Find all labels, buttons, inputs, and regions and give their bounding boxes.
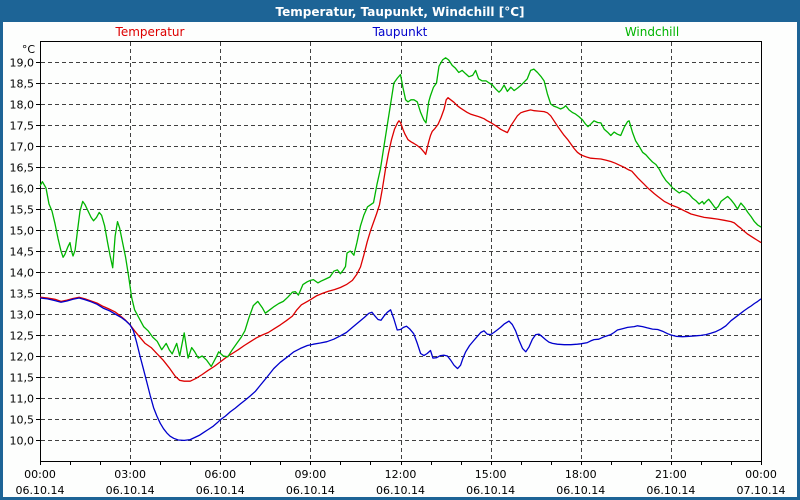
y-tick-label: 11,5 xyxy=(10,372,35,385)
y-tick-label: 10,0 xyxy=(10,435,35,448)
x-tick-time-label: 06:00 xyxy=(204,468,236,481)
x-tick-time-label: 00:00 xyxy=(745,468,777,481)
line-chart-plot: °C 19,0 18,5 18,0 17,5 17,0 16,5 16,0 15,5 15,0 1… xyxy=(10,41,786,497)
y-tick-label: 19,0 xyxy=(10,57,35,70)
y-tick-label: 13,5 xyxy=(10,288,35,301)
y-axis-unit-label: °C xyxy=(22,43,36,56)
window-title: Temperatur, Taupunkt, Windchill [°C] xyxy=(275,5,525,19)
y-tick-label: 16,0 xyxy=(10,183,35,196)
x-tick-date-label: 06.10.14 xyxy=(196,484,245,497)
legend-item-taupunkt: Taupunkt xyxy=(373,25,428,39)
y-tick-label: 17,0 xyxy=(10,141,35,154)
x-tick-time-label: 09:00 xyxy=(295,468,327,481)
x-tick-date-label: 06.10.14 xyxy=(646,484,695,497)
y-tick-label: 12,5 xyxy=(10,330,35,343)
x-tick-time-label: 03:00 xyxy=(114,468,146,481)
x-tick-date-label: 06.10.14 xyxy=(286,484,335,497)
x-tick-time-label: 18:00 xyxy=(565,468,597,481)
series-taupunkt-line xyxy=(39,297,762,442)
x-tick-time-label: 00:00 xyxy=(24,468,56,481)
y-tick-label: 18,5 xyxy=(10,78,35,91)
x-tick-date-label: 07.10.14 xyxy=(737,484,786,497)
legend-item-windchill: Windchill xyxy=(625,25,679,39)
y-tick-label: 12,0 xyxy=(10,351,35,364)
legend-label-temperatur: Temperatur xyxy=(115,25,185,39)
legend-label-taupunkt: Taupunkt xyxy=(372,25,428,39)
y-tick-label: 10,5 xyxy=(10,414,35,427)
x-tick-date-label: 06.10.14 xyxy=(376,484,425,497)
y-tick-label: 13,0 xyxy=(10,309,35,322)
legend-item-temperatur: Temperatur xyxy=(116,25,185,39)
y-tick-label: 14,5 xyxy=(10,246,35,259)
y-tick-label: 15,5 xyxy=(10,204,35,217)
y-tick-label: 15,0 xyxy=(10,225,35,238)
x-tick-date-label: 06.10.14 xyxy=(106,484,155,497)
y-tick-label: 16,5 xyxy=(10,162,35,175)
x-tick-date-label: 06.10.14 xyxy=(16,484,65,497)
y-tick-label: 18,0 xyxy=(10,99,35,112)
x-tick-date-label: 06.10.14 xyxy=(556,484,605,497)
y-tick-label: 17,5 xyxy=(10,120,35,133)
title-bar: Temperatur, Taupunkt, Windchill [°C] xyxy=(3,3,797,22)
series-temperatur-line xyxy=(39,97,762,382)
x-tick-time-label: 21:00 xyxy=(655,468,687,481)
series-windchill-line xyxy=(39,57,762,368)
legend-label-windchill: Windchill xyxy=(624,25,680,39)
plot-border xyxy=(40,41,762,462)
x-tick-time-label: 15:00 xyxy=(475,468,507,481)
y-tick-label: 11,0 xyxy=(10,393,35,406)
x-tick-date-label: 06.10.14 xyxy=(466,484,515,497)
y-tick-label: 14,0 xyxy=(10,267,35,280)
x-tick-time-label: 12:00 xyxy=(385,468,417,481)
